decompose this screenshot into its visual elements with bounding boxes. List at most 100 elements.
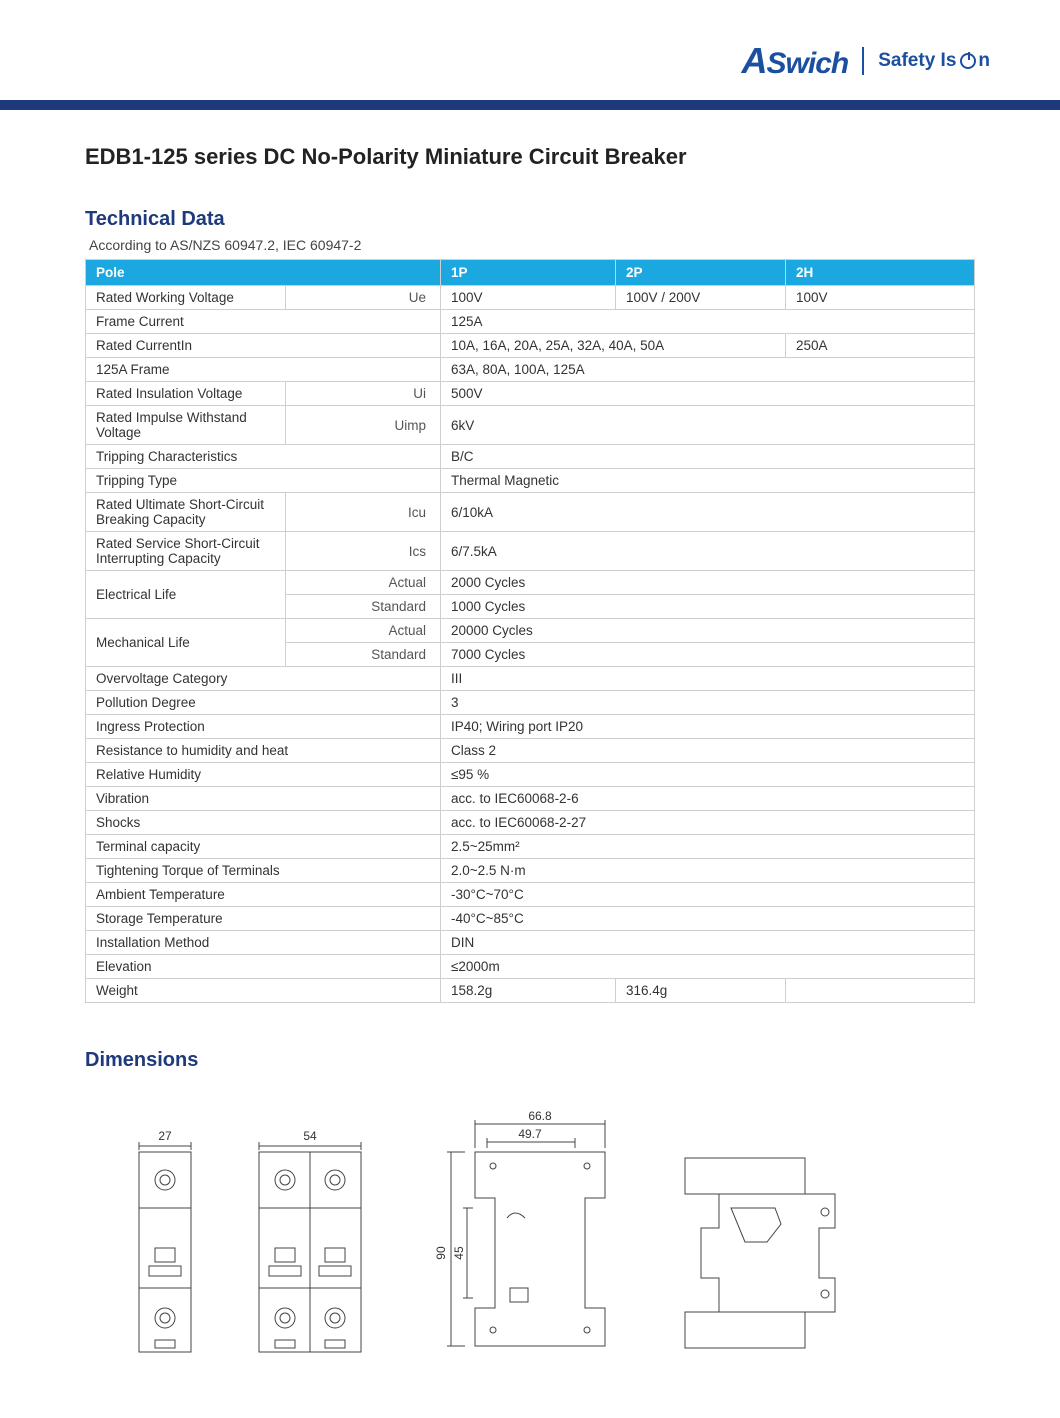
dim-label-66-8: 66.8	[528, 1109, 552, 1123]
dim-label-90: 90	[434, 1246, 448, 1260]
table-header-row: Pole 1P 2P 2H	[86, 260, 975, 286]
table-row: Rated Service Short-Circuit Interrupting…	[86, 532, 975, 571]
brand-logo: ASwich	[742, 40, 849, 82]
product-title: EDB1-125 series DC No-Polarity Miniature…	[85, 144, 975, 170]
row-label: Mechanical Life	[86, 619, 286, 667]
row-sublabel: Actual	[286, 619, 441, 643]
header-2h: 2H	[786, 260, 975, 286]
row-symbol: Uimp	[286, 406, 441, 445]
table-row: Pollution Degree3	[86, 691, 975, 715]
dimension-diagrams: 27 54	[85, 1108, 975, 1358]
table-row: Terminal capacity2.5~25mm²	[86, 835, 975, 859]
table-row: Rated Ultimate Short-Circuit Breaking Ca…	[86, 493, 975, 532]
row-value: 6/10kA	[441, 493, 975, 532]
row-value: B/C	[441, 445, 975, 469]
table-row: Tripping CharacteristicsB/C	[86, 445, 975, 469]
row-value: 2000 Cycles	[441, 571, 975, 595]
row-value: ≤2000m	[441, 955, 975, 979]
row-label: Rated Working Voltage	[86, 286, 286, 310]
logo-word: Swich	[767, 47, 849, 80]
row-value: 250A	[786, 334, 975, 358]
row-label: Elevation	[86, 955, 441, 979]
row-sublabel: Standard	[286, 595, 441, 619]
table-row: Rated Impulse Withstand VoltageUimp6kV	[86, 406, 975, 445]
page: ASwich Safety Is n EDB1-125 series DC No…	[0, 0, 1060, 1418]
row-label: Relative Humidity	[86, 763, 441, 787]
row-value: 500V	[441, 382, 975, 406]
row-value: acc. to IEC60068-2-6	[441, 787, 975, 811]
row-label: Rated Impulse Withstand Voltage	[86, 406, 286, 445]
row-value: 2.5~25mm²	[441, 835, 975, 859]
row-sublabel: Actual	[286, 571, 441, 595]
diagram-din-side	[675, 1148, 855, 1358]
row-value: 100V / 200V	[616, 286, 786, 310]
table-row: Shocksacc. to IEC60068-2-27	[86, 811, 975, 835]
tagline: Safety Is n	[878, 50, 990, 72]
row-label: Ambient Temperature	[86, 883, 441, 907]
row-label: Rated CurrentIn	[86, 334, 441, 358]
row-label: 125A Frame	[86, 358, 441, 382]
row-label: Resistance to humidity and heat	[86, 739, 441, 763]
section-dimensions: Dimensions	[85, 1049, 975, 1072]
table-row: Vibrationacc. to IEC60068-2-6	[86, 787, 975, 811]
dim-label-54: 54	[303, 1129, 317, 1143]
row-label: Tightening Torque of Terminals	[86, 859, 441, 883]
row-label: Weight	[86, 979, 441, 1003]
header-1p: 1P	[441, 260, 616, 286]
row-value: 7000 Cycles	[441, 643, 975, 667]
table-row: Tightening Torque of Terminals2.0~2.5 N·…	[86, 859, 975, 883]
row-value: 6kV	[441, 406, 975, 445]
power-icon	[960, 53, 976, 69]
dim-label-49-7: 49.7	[518, 1127, 542, 1141]
row-symbol: Ics	[286, 532, 441, 571]
row-value: 63A, 80A, 100A, 125A	[441, 358, 975, 382]
row-value: III	[441, 667, 975, 691]
row-label: Pollution Degree	[86, 691, 441, 715]
row-value: -30°C~70°C	[441, 883, 975, 907]
table-row: Rated Working VoltageUe100V100V / 200V10…	[86, 286, 975, 310]
table-row: Overvoltage CategoryIII	[86, 667, 975, 691]
diagram-front-1p: 27	[125, 1128, 205, 1358]
standard-note: According to AS/NZS 60947.2, IEC 60947-2	[89, 237, 975, 253]
row-value: 3	[441, 691, 975, 715]
table-row: Frame Current125A	[86, 310, 975, 334]
top-blue-bar	[0, 100, 1060, 110]
table-row: Electrical LifeActual2000 Cycles	[86, 571, 975, 595]
table-row: Ingress ProtectionIP40; Wiring port IP20	[86, 715, 975, 739]
header-pole: Pole	[86, 260, 441, 286]
tagline-on: n	[978, 50, 990, 72]
table-row: Relative Humidity≤95 %	[86, 763, 975, 787]
row-value: 100V	[441, 286, 616, 310]
table-row: Weight158.2g316.4g	[86, 979, 975, 1003]
dimensions-section: Dimensions 27	[85, 1049, 975, 1358]
row-value	[786, 979, 975, 1003]
table-row: Installation MethodDIN	[86, 931, 975, 955]
header-2p: 2P	[616, 260, 786, 286]
row-label: Rated Insulation Voltage	[86, 382, 286, 406]
row-label: Ingress Protection	[86, 715, 441, 739]
row-sublabel: Standard	[286, 643, 441, 667]
row-value: 158.2g	[441, 979, 616, 1003]
dim-label-45: 45	[452, 1246, 466, 1260]
row-value: 6/7.5kA	[441, 532, 975, 571]
row-value: DIN	[441, 931, 975, 955]
row-label: Vibration	[86, 787, 441, 811]
row-symbol: Ue	[286, 286, 441, 310]
row-label: Storage Temperature	[86, 907, 441, 931]
table-row: Mechanical LifeActual20000 Cycles	[86, 619, 975, 643]
row-label: Tripping Characteristics	[86, 445, 441, 469]
row-value: 10A, 16A, 20A, 25A, 32A, 40A, 50A	[441, 334, 786, 358]
page-header: ASwich Safety Is n	[0, 30, 1060, 100]
row-symbol: Ui	[286, 382, 441, 406]
row-value: IP40; Wiring port IP20	[441, 715, 975, 739]
content-area: EDB1-125 series DC No-Polarity Miniature…	[0, 110, 1060, 1378]
table-row: 125A Frame63A, 80A, 100A, 125A	[86, 358, 975, 382]
row-value: 100V	[786, 286, 975, 310]
row-value: Class 2	[441, 739, 975, 763]
row-value: acc. to IEC60068-2-27	[441, 811, 975, 835]
table-row: Rated Insulation VoltageUi500V	[86, 382, 975, 406]
dim-label-27: 27	[158, 1129, 172, 1143]
table-row: Tripping TypeThermal Magnetic	[86, 469, 975, 493]
logo-letter-a: A	[742, 40, 767, 81]
tagline-prefix: Safety Is	[878, 50, 956, 72]
